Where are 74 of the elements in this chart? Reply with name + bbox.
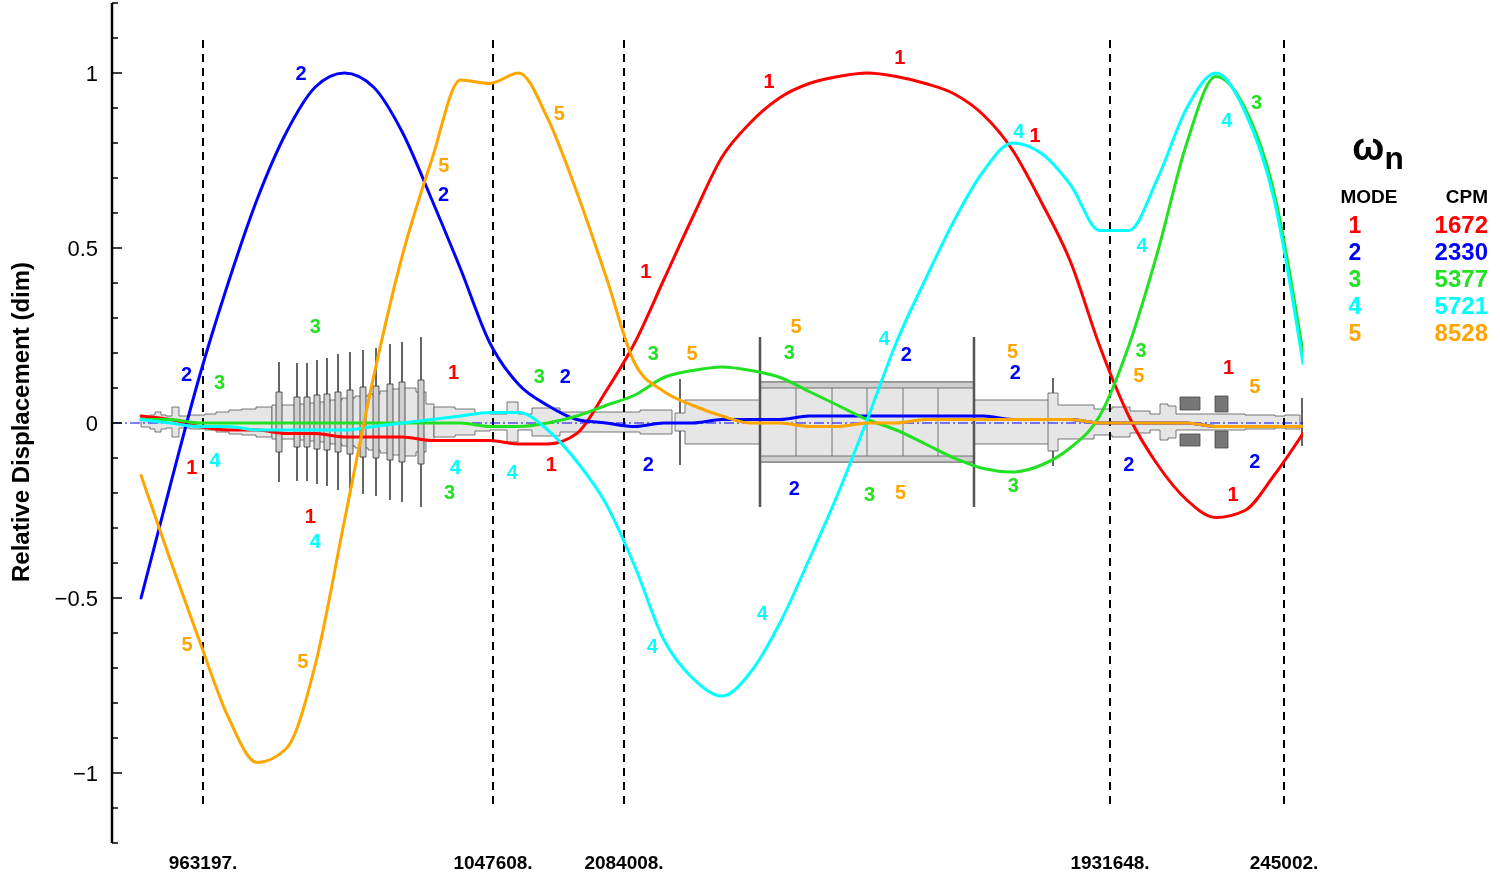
text: 4 xyxy=(1348,293,1362,319)
text: 3 xyxy=(783,341,795,364)
text: 3 xyxy=(533,364,545,387)
text: 4 xyxy=(309,530,321,552)
y-tick-label: 1 xyxy=(85,60,98,86)
y-tick-label: 0 xyxy=(85,410,98,436)
text: 2 xyxy=(1348,239,1362,265)
text: 4 xyxy=(756,602,768,625)
text: 3 xyxy=(214,371,226,394)
text: 4 xyxy=(1136,234,1148,257)
text: 5 xyxy=(1006,339,1019,362)
text: 1 xyxy=(1348,212,1362,238)
text: 5 xyxy=(297,650,309,673)
text: 2 xyxy=(788,477,800,500)
text: 5 xyxy=(790,315,802,338)
text: 1 xyxy=(186,455,198,478)
y-axis-title: Relative Displacement (dim) xyxy=(6,261,34,583)
text: 1931648. xyxy=(1070,851,1150,873)
text: 3 xyxy=(647,341,659,364)
text: 3 xyxy=(309,315,321,337)
text: 1672 xyxy=(1434,211,1488,238)
text: 1 xyxy=(763,69,775,92)
series-label: 4 xyxy=(1013,119,1026,142)
text: 2330 xyxy=(1434,238,1488,265)
text: 2 xyxy=(1123,453,1135,475)
text: 1 xyxy=(894,45,906,68)
text: CPM xyxy=(1445,186,1488,208)
series-label: 5 xyxy=(553,101,565,124)
text: 8528 xyxy=(1434,319,1488,346)
text: 2 xyxy=(1249,449,1261,472)
text: 3 xyxy=(1250,91,1263,114)
text: 5721 xyxy=(1434,292,1488,319)
text: 4 xyxy=(506,461,518,484)
y-tick-label: −0.5 xyxy=(54,585,98,611)
text: 2084008. xyxy=(584,851,664,873)
series-label: 3 xyxy=(1007,473,1019,496)
text: 5377 xyxy=(1434,265,1488,292)
series-label: 2 xyxy=(437,182,450,205)
text: 2 xyxy=(295,62,307,85)
text: 1 xyxy=(1029,124,1041,147)
y-tick-label: 0.5 xyxy=(67,235,98,261)
text: 2 xyxy=(559,365,571,388)
legend-title: ω$_{n}$ xyxy=(1351,125,1405,178)
text: 245002. xyxy=(1249,851,1319,873)
text: 1 xyxy=(640,260,652,283)
text: 5 xyxy=(894,480,907,503)
text: 4 xyxy=(449,456,461,479)
text: 5 xyxy=(1133,364,1145,386)
text: 4 xyxy=(878,326,890,349)
text: 963197. xyxy=(168,851,238,873)
text: 1 xyxy=(448,360,460,383)
series-label: 1 xyxy=(1227,483,1239,506)
text: 1 xyxy=(304,505,316,528)
text: 2 xyxy=(181,362,193,385)
text: 3 xyxy=(863,482,876,505)
y-tick-label: −1 xyxy=(72,760,98,786)
text: 2 xyxy=(900,343,912,365)
text: 5 xyxy=(438,153,450,176)
text: 3 xyxy=(1348,266,1362,292)
text: 5 xyxy=(1249,374,1261,397)
text: 4 xyxy=(646,634,658,657)
text: 1 xyxy=(545,452,557,475)
text: 5 xyxy=(686,341,698,364)
text: 2 xyxy=(1009,360,1021,383)
text: MODE xyxy=(1339,186,1399,208)
text: 1 xyxy=(1222,356,1235,379)
text: 4 xyxy=(209,449,221,472)
text: 2 xyxy=(642,452,654,475)
text: 5 xyxy=(181,633,193,656)
text: 4 xyxy=(1221,108,1233,131)
text: 1047608. xyxy=(453,851,533,873)
text: 5 xyxy=(1348,320,1362,346)
text: 3 xyxy=(443,481,456,503)
text: 3 xyxy=(1135,339,1147,362)
